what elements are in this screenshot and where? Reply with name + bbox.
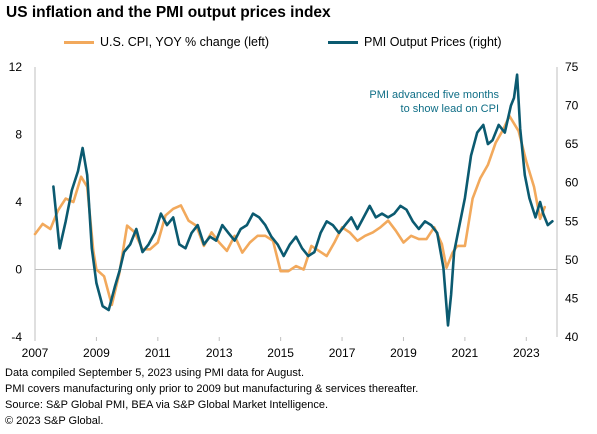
x-tick-label: 2017 bbox=[329, 346, 356, 360]
y-right-tick-label: 75 bbox=[565, 60, 579, 74]
y-left-tick-label: 4 bbox=[15, 195, 22, 209]
pmi-series-line bbox=[52, 73, 554, 327]
x-tick-label: 2009 bbox=[83, 346, 110, 360]
annotation-text: to show lead on CPI bbox=[401, 103, 499, 115]
note-coverage: PMI covers manufacturing only prior to 2… bbox=[5, 383, 419, 395]
x-tick-label: 2023 bbox=[513, 346, 540, 360]
x-tick-label: 2021 bbox=[452, 346, 479, 360]
cpi-series-line bbox=[33, 114, 547, 307]
y-right-tick-label: 60 bbox=[565, 176, 579, 190]
chart-title: US inflation and the PMI output prices i… bbox=[6, 4, 331, 21]
x-tick-label: 2011 bbox=[145, 346, 171, 360]
y-right-tick-label: 40 bbox=[565, 330, 579, 344]
legend-swatch-cpi bbox=[64, 40, 94, 44]
note-source: Source: S&P Global PMI, BEA via S&P Glob… bbox=[5, 399, 329, 411]
legend-label-pmi: PMI Output Prices (right) bbox=[364, 35, 502, 49]
y-right-tick-label: 65 bbox=[565, 137, 579, 151]
x-tick-label: 2019 bbox=[390, 346, 417, 360]
note-copyright: © 2023 S&P Global. bbox=[5, 415, 104, 427]
legend-item-pmi: PMI Output Prices (right) bbox=[328, 35, 502, 49]
y-right-tick-label: 70 bbox=[565, 99, 579, 113]
y-left-tick-label: 8 bbox=[15, 128, 22, 142]
y-left-tick-label: 0 bbox=[15, 263, 22, 277]
y-right-tick-label: 45 bbox=[565, 291, 579, 305]
legend-label-cpi: U.S. CPI, YOY % change (left) bbox=[100, 35, 270, 49]
note-data-compiled: Data compiled September 5, 2023 using PM… bbox=[5, 367, 305, 379]
x-tick-label: 2013 bbox=[206, 346, 233, 360]
y-right-tick-label: 50 bbox=[565, 253, 579, 267]
x-tick-label: 2007 bbox=[22, 346, 49, 360]
annotation-text: PMI advanced five months bbox=[369, 89, 499, 101]
chart-notes: Data compiled September 5, 2023 using PM… bbox=[5, 365, 418, 429]
legend-item-cpi: U.S. CPI, YOY % change (left) bbox=[64, 35, 269, 49]
y-left-tick-label: -4 bbox=[11, 330, 22, 344]
y-right-tick-label: 55 bbox=[565, 214, 579, 228]
y-left-tick-label: 12 bbox=[9, 60, 23, 74]
chart-legend: U.S. CPI, YOY % change (left) PMI Output… bbox=[64, 35, 584, 51]
x-tick-label: 2015 bbox=[267, 346, 294, 360]
legend-swatch-pmi bbox=[328, 40, 358, 44]
